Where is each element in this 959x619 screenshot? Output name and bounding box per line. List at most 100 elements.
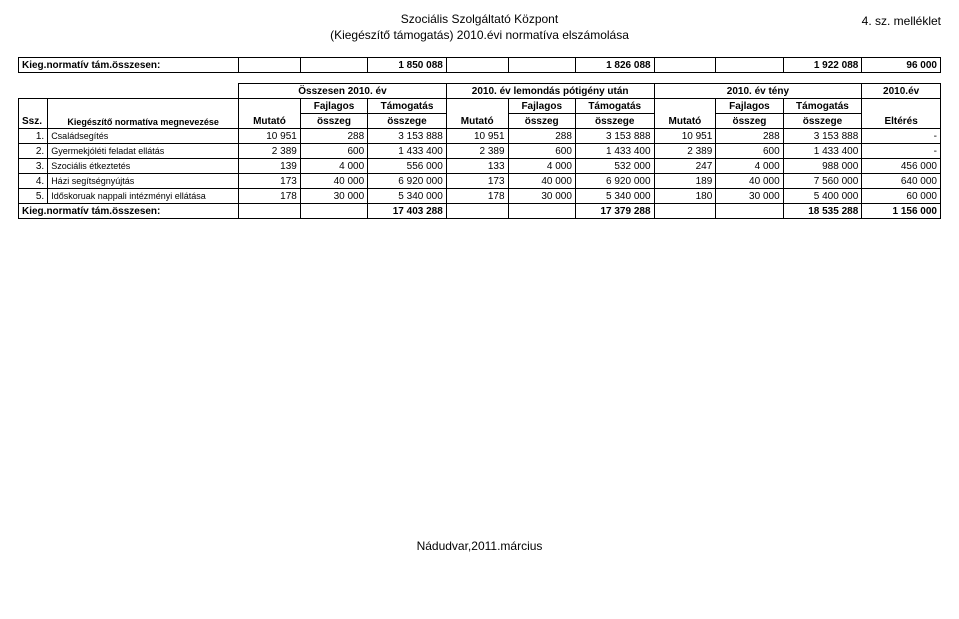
row-f2: 4 000	[508, 159, 575, 174]
row-f3: 288	[716, 129, 783, 144]
row-f2: 40 000	[508, 174, 575, 189]
summary-v4: 96 000	[862, 58, 941, 73]
row-e: -	[862, 129, 941, 144]
group-header-row: Összesen 2010. év 2010. év lemondás póti…	[19, 84, 941, 99]
row-m2: 178	[446, 189, 508, 204]
row-num: 5.	[19, 189, 48, 204]
row-m3: 10 951	[654, 129, 716, 144]
row-t3: 5 400 000	[783, 189, 862, 204]
row-m2: 10 951	[446, 129, 508, 144]
group-h1: Összesen 2010. év	[239, 84, 447, 99]
row-t1: 1 433 400	[368, 144, 447, 159]
row-m2: 133	[446, 159, 508, 174]
col-header-row-1: Ssz. Kiegészítő normatíva megnevezése Mu…	[19, 99, 941, 114]
table-row: 4.Házi segítségnyújtás17340 0006 920 000…	[19, 174, 941, 189]
row-f3: 600	[716, 144, 783, 159]
footer-date: Nádudvar,2011.március	[18, 539, 941, 553]
cell-empty	[508, 204, 575, 219]
row-m1: 173	[239, 174, 301, 189]
summary-label: Kieg.normatív tám.összesen:	[19, 58, 239, 73]
row-f3: 30 000	[716, 189, 783, 204]
cell-empty	[239, 204, 301, 219]
row-e: 640 000	[862, 174, 941, 189]
row-num: 2.	[19, 144, 48, 159]
col-tamogatas-1b: összege	[368, 114, 447, 129]
cell-empty	[300, 58, 367, 73]
group-h3: 2010. év tény	[654, 84, 862, 99]
col-tamogatas-3a: Támogatás	[783, 99, 862, 114]
row-m2: 173	[446, 174, 508, 189]
row-m2: 2 389	[446, 144, 508, 159]
totals-t2: 17 379 288	[575, 204, 654, 219]
row-m1: 139	[239, 159, 301, 174]
cell-empty	[654, 204, 716, 219]
table-row: 3.Szociális étkeztetés1394 000556 000133…	[19, 159, 941, 174]
col-name: Kiegészítő normatíva megnevezése	[48, 99, 239, 129]
row-name: Házi segítségnyújtás	[48, 174, 239, 189]
cell-empty	[300, 204, 367, 219]
cell-blank	[48, 84, 239, 99]
row-e: -	[862, 144, 941, 159]
summary-v2: 1 826 088	[575, 58, 654, 73]
totals-label: Kieg.normatív tám.összesen:	[19, 204, 239, 219]
table-row: 2.Gyermekjóléti feladat ellátás2 3896001…	[19, 144, 941, 159]
row-m1: 178	[239, 189, 301, 204]
table-row: 1.Családsegítés10 9512883 153 88810 9512…	[19, 129, 941, 144]
row-f1: 288	[300, 129, 367, 144]
row-name: Szociális étkeztetés	[48, 159, 239, 174]
row-m3: 247	[654, 159, 716, 174]
row-f3: 40 000	[716, 174, 783, 189]
col-fajlagos-2a: Fajlagos	[508, 99, 575, 114]
row-t1: 556 000	[368, 159, 447, 174]
col-mutato-3: Mutató	[654, 99, 716, 129]
row-m3: 2 389	[654, 144, 716, 159]
row-num: 3.	[19, 159, 48, 174]
col-tamogatas-2b: összege	[575, 114, 654, 129]
col-fajlagos-3a: Fajlagos	[716, 99, 783, 114]
cell-empty	[446, 58, 508, 73]
row-m3: 189	[654, 174, 716, 189]
cell-empty	[716, 204, 783, 219]
row-f1: 30 000	[300, 189, 367, 204]
row-t3: 7 560 000	[783, 174, 862, 189]
row-e: 60 000	[862, 189, 941, 204]
totals-row: Kieg.normatív tám.összesen: 17 403 288 1…	[19, 204, 941, 219]
row-t1: 6 920 000	[368, 174, 447, 189]
summary-v3: 1 922 088	[783, 58, 862, 73]
col-fajlagos-1b: összeg	[300, 114, 367, 129]
row-f3: 4 000	[716, 159, 783, 174]
spacer	[18, 73, 941, 83]
group-h4: 2010.év	[862, 84, 941, 99]
row-t2: 5 340 000	[575, 189, 654, 204]
col-ssz: Ssz.	[19, 99, 48, 129]
table-row: 5.Időskoruak nappali intézményi ellátása…	[19, 189, 941, 204]
row-name: Gyermekjóléti feladat ellátás	[48, 144, 239, 159]
row-f1: 4 000	[300, 159, 367, 174]
title-line2: (Kiegészítő támogatás) 2010.évi normatív…	[330, 28, 629, 44]
row-t2: 3 153 888	[575, 129, 654, 144]
row-e: 456 000	[862, 159, 941, 174]
col-tamogatas-3b: összege	[783, 114, 862, 129]
row-m3: 180	[654, 189, 716, 204]
cell-empty	[239, 58, 301, 73]
col-tamogatas-1a: Támogatás	[368, 99, 447, 114]
col-mutato-1: Mutató	[239, 99, 301, 129]
row-name: Időskoruak nappali intézményi ellátása	[48, 189, 239, 204]
col-fajlagos-2b: összeg	[508, 114, 575, 129]
summary-table-top: Kieg.normatív tám.összesen: 1 850 088 1 …	[18, 57, 941, 73]
cell-empty	[446, 204, 508, 219]
row-f2: 288	[508, 129, 575, 144]
row-num: 4.	[19, 174, 48, 189]
group-h2: 2010. év lemondás pótigény után	[446, 84, 654, 99]
col-fajlagos-1a: Fajlagos	[300, 99, 367, 114]
title-line1: Szociális Szolgáltató Központ	[330, 12, 629, 28]
title-block: Szociális Szolgáltató Központ (Kiegészít…	[330, 12, 629, 43]
row-f2: 600	[508, 144, 575, 159]
summary-v1: 1 850 088	[368, 58, 447, 73]
row-m1: 10 951	[239, 129, 301, 144]
row-t3: 3 153 888	[783, 129, 862, 144]
row-t2: 1 433 400	[575, 144, 654, 159]
cell-empty	[654, 58, 716, 73]
totals-t3: 18 535 288	[783, 204, 862, 219]
main-data-table: Összesen 2010. év 2010. év lemondás póti…	[18, 83, 941, 219]
